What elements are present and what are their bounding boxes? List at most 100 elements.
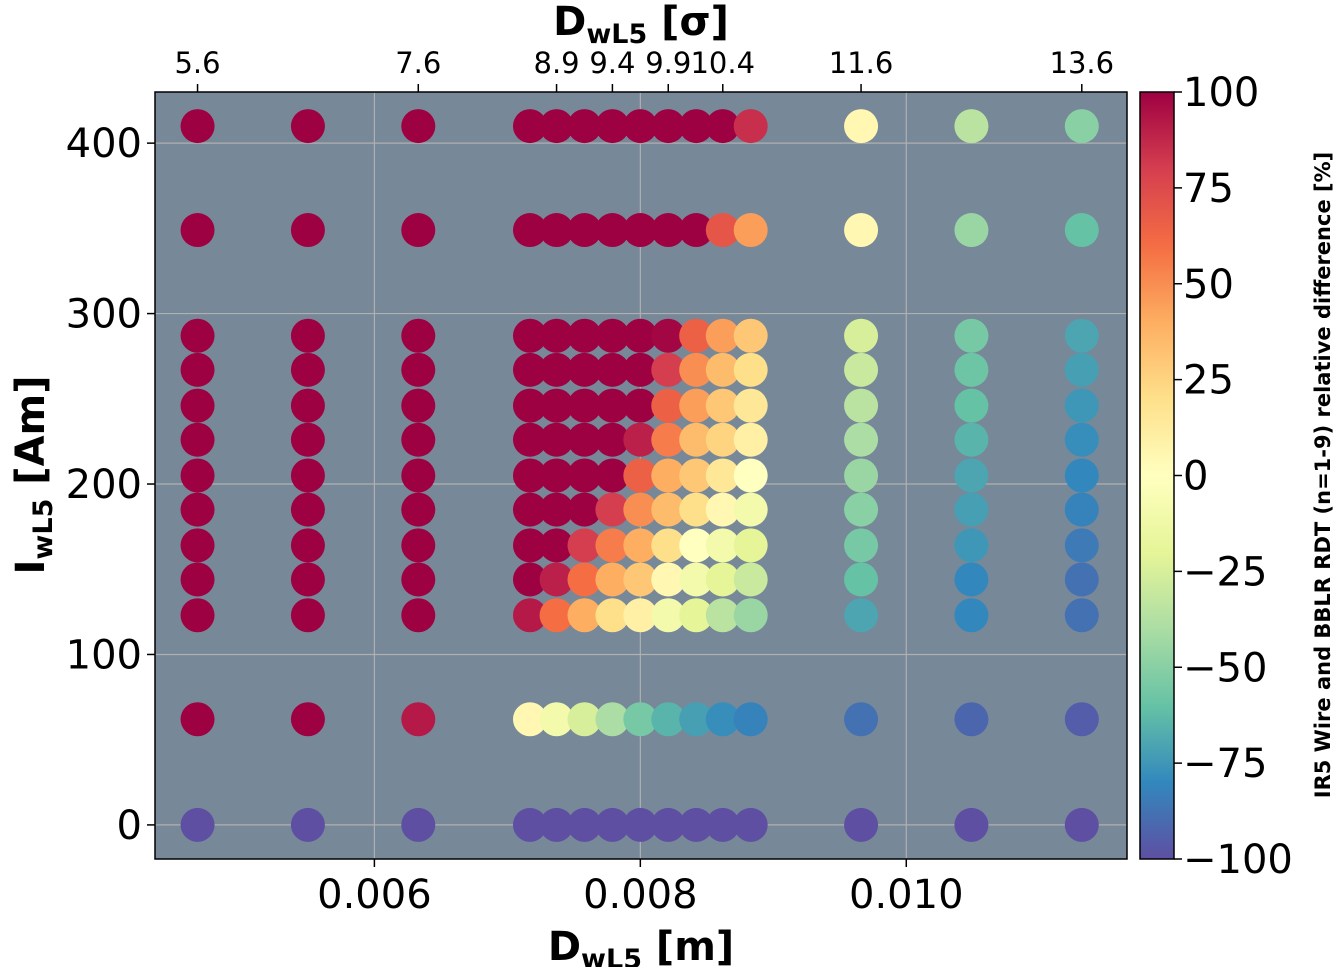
scatter-point bbox=[290, 388, 325, 423]
scatter-point bbox=[290, 422, 325, 457]
scatter-point bbox=[180, 109, 215, 144]
scatter-point bbox=[733, 528, 768, 563]
scatter-point bbox=[180, 213, 215, 248]
scatter-point bbox=[844, 807, 879, 842]
scatter-point bbox=[512, 318, 547, 353]
scatter-point bbox=[401, 318, 436, 353]
scatter-point bbox=[180, 492, 215, 527]
scatter-point bbox=[1064, 388, 1099, 423]
scatter-point bbox=[180, 318, 215, 353]
scatter-point bbox=[844, 109, 879, 144]
scatter-point bbox=[290, 492, 325, 527]
scatter-point bbox=[180, 702, 215, 737]
colorbar-ticks: 100 75 50 25 0 −25 −50 −75 −100 bbox=[1174, 70, 1293, 883]
top-tick-label: 9.4 bbox=[589, 46, 635, 80]
scatter-point bbox=[705, 562, 740, 597]
scatter-point bbox=[651, 702, 686, 737]
scatter-point bbox=[954, 422, 989, 457]
colorbar-tick-label: 50 bbox=[1183, 262, 1234, 308]
scatter-point bbox=[679, 318, 714, 353]
scatter-point bbox=[567, 109, 602, 144]
top-tick-label: 7.6 bbox=[395, 46, 441, 80]
scatter-point bbox=[705, 318, 740, 353]
scatter-point bbox=[539, 528, 574, 563]
scatter-point bbox=[539, 702, 574, 737]
scatter-points bbox=[180, 109, 1099, 842]
scatter-point bbox=[623, 562, 658, 597]
scatter-point bbox=[567, 458, 602, 493]
scatter-point bbox=[595, 109, 630, 144]
scatter-point bbox=[290, 458, 325, 493]
scatter-point bbox=[679, 458, 714, 493]
scatter-point bbox=[290, 352, 325, 387]
top-tick-label: 10.4 bbox=[690, 46, 755, 80]
scatter-point bbox=[1064, 318, 1099, 353]
top-tick-label: 11.6 bbox=[829, 46, 894, 80]
scatter-point bbox=[623, 352, 658, 387]
top-axis-title: DwL5 [σ] bbox=[553, 0, 729, 50]
scatter-point bbox=[1064, 422, 1099, 457]
scatter-point bbox=[679, 598, 714, 633]
top-tick-label: 5.6 bbox=[174, 46, 220, 80]
scatter-point bbox=[401, 562, 436, 597]
scatter-point bbox=[651, 807, 686, 842]
scatter-point bbox=[705, 807, 740, 842]
scatter-point bbox=[679, 807, 714, 842]
scatter-point bbox=[539, 318, 574, 353]
y-tick-label: 0 bbox=[117, 803, 142, 849]
scatter-point bbox=[623, 458, 658, 493]
scatter-point bbox=[512, 109, 547, 144]
scatter-point bbox=[567, 598, 602, 633]
scatter-point bbox=[539, 213, 574, 248]
scatter-point bbox=[290, 807, 325, 842]
scatter-point bbox=[595, 528, 630, 563]
scatter-point bbox=[512, 528, 547, 563]
scatter-point bbox=[651, 598, 686, 633]
scatter-point bbox=[844, 388, 879, 423]
scatter-point bbox=[733, 598, 768, 633]
scatter-point bbox=[733, 562, 768, 597]
scatter-point bbox=[290, 528, 325, 563]
scatter-point bbox=[651, 213, 686, 248]
scatter-point bbox=[954, 598, 989, 633]
scatter-point bbox=[290, 702, 325, 737]
scatter-point bbox=[1064, 702, 1099, 737]
scatter-point bbox=[733, 109, 768, 144]
scatter-point bbox=[290, 562, 325, 597]
scatter-point bbox=[1064, 492, 1099, 527]
scatter-point bbox=[733, 422, 768, 457]
colorbar-tick-label: 100 bbox=[1183, 70, 1259, 116]
scatter-point bbox=[705, 388, 740, 423]
scatter-point bbox=[401, 528, 436, 563]
scatter-point bbox=[705, 598, 740, 633]
scatter-point bbox=[844, 352, 879, 387]
y-tick-label: 400 bbox=[66, 121, 142, 167]
scatter-point bbox=[705, 702, 740, 737]
scatter-point bbox=[679, 528, 714, 563]
scatter-point bbox=[679, 562, 714, 597]
scatter-point bbox=[679, 422, 714, 457]
scatter-point bbox=[512, 422, 547, 457]
scatter-point bbox=[595, 388, 630, 423]
scatter-point bbox=[401, 492, 436, 527]
scatter-point bbox=[705, 528, 740, 563]
axes: 0.006 0.008 0.010 0 100 200 300 400 5.6 7.6 8.9 9.4… bbox=[66, 46, 1114, 918]
scatter-point bbox=[512, 702, 547, 737]
x-tick-label: 0.006 bbox=[317, 872, 432, 918]
scatter-point bbox=[595, 213, 630, 248]
scatter-point bbox=[290, 598, 325, 633]
scatter-point bbox=[567, 318, 602, 353]
scatter-point bbox=[651, 352, 686, 387]
colorbar-tick-label: −50 bbox=[1183, 645, 1267, 691]
x-axis-title: DwL5 [m] bbox=[548, 924, 734, 967]
scatter-point bbox=[539, 598, 574, 633]
scatter-point bbox=[623, 528, 658, 563]
scatter-point bbox=[705, 352, 740, 387]
scatter-point bbox=[401, 458, 436, 493]
scatter-point bbox=[844, 598, 879, 633]
scatter-point bbox=[705, 492, 740, 527]
scatter-point bbox=[954, 492, 989, 527]
scatter-point bbox=[290, 213, 325, 248]
scatter-point bbox=[954, 528, 989, 563]
colorbar-tick-label: 75 bbox=[1183, 166, 1234, 212]
